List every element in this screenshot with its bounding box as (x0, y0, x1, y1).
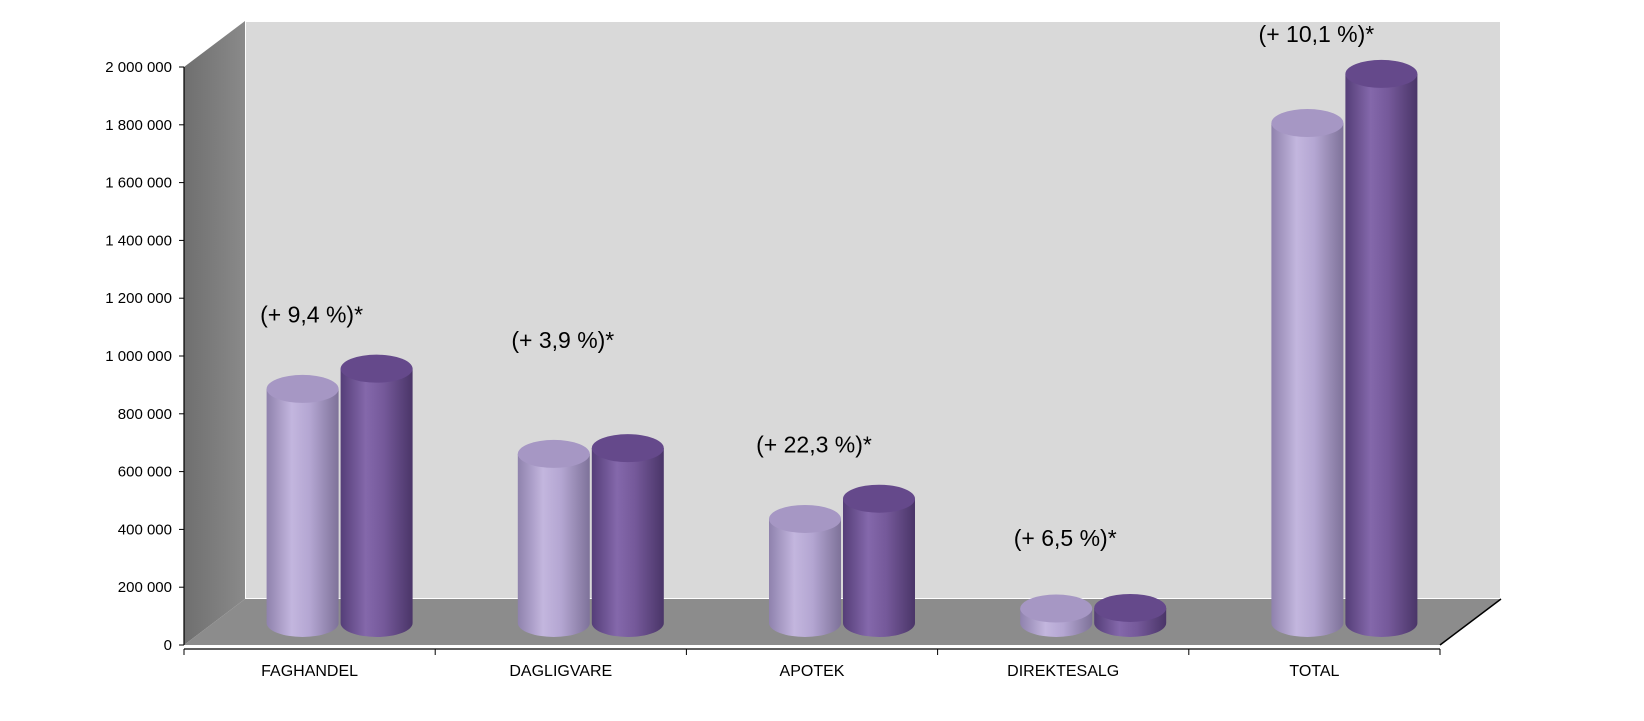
bar-faghandel-series-1 (266, 374, 339, 637)
y-tick-label: 1 000 000 (105, 348, 172, 365)
bar-top (843, 484, 915, 513)
bar-top (1271, 109, 1344, 138)
bar-top (340, 354, 413, 383)
chart-frame: 0 200 000 400 000 600 000 800 000 1 000 000 1 … (15, 8, 1635, 714)
x-tick-label: TOTAL (1289, 663, 1339, 680)
bar-body (843, 498, 915, 637)
y-tick-label: 2 000 000 (105, 59, 172, 76)
bar-apotek-series-2 (843, 484, 915, 637)
bar-body (266, 388, 339, 637)
bar-body (340, 368, 413, 637)
y-tick-label: 600 000 (118, 464, 172, 481)
y-tick-label: 1 200 000 (105, 290, 172, 307)
y-tick-label: 800 000 (118, 406, 172, 423)
bar-body (1345, 73, 1418, 637)
percent-change-annotation: (+ 22,3 %)* (756, 432, 872, 458)
floor (184, 599, 1501, 645)
bar-top (1094, 593, 1167, 622)
bar-direktesalg-series-1 (1020, 594, 1093, 637)
bar-total-series-2 (1345, 59, 1418, 637)
floor-right-edge (1439, 598, 1502, 646)
bar-chart: 0 200 000 400 000 600 000 800 000 1 000 000 1 … (105, 20, 1502, 680)
bar-top (591, 434, 664, 463)
y-tick-label: 1 600 000 (105, 175, 172, 192)
bar-top (1345, 59, 1418, 88)
bar-top (266, 374, 339, 403)
bar-dagligvare-series-2 (591, 434, 664, 637)
y-tick-label: 1 400 000 (105, 232, 172, 249)
bar-top (1020, 594, 1093, 623)
percent-change-annotation: (+ 10,1 %)* (1259, 21, 1375, 47)
bar-dagligvare-series-1 (517, 439, 590, 637)
bar-body (591, 448, 664, 637)
bar-top (769, 504, 841, 533)
bar-top (517, 439, 590, 468)
percent-change-annotation: (+ 3,9 %)* (511, 327, 614, 353)
x-tick-label: FAGHANDEL (261, 663, 358, 680)
y-tick-label: 1 800 000 (105, 117, 172, 134)
bar-body (1271, 123, 1344, 637)
bar-total-series-1 (1271, 109, 1344, 637)
y-tick-label: 0 (164, 637, 172, 654)
percent-change-annotation: (+ 9,4 %)* (260, 302, 363, 328)
bar-apotek-series-1 (769, 504, 841, 637)
y-tick-label: 400 000 (118, 521, 172, 538)
y-tick-label: 200 000 (118, 579, 172, 596)
side-wall (184, 21, 245, 645)
x-tick-label: DAGLIGVARE (509, 663, 612, 680)
bar-direktesalg-series-2 (1094, 593, 1167, 637)
x-tick-label: APOTEK (780, 663, 845, 680)
bar-faghandel-series-2 (340, 354, 413, 637)
percent-change-annotation: (+ 6,5 %)* (1014, 525, 1117, 551)
bar-body (517, 453, 590, 637)
bar-body (769, 518, 841, 637)
x-tick-label: DIREKTESALG (1007, 663, 1119, 680)
